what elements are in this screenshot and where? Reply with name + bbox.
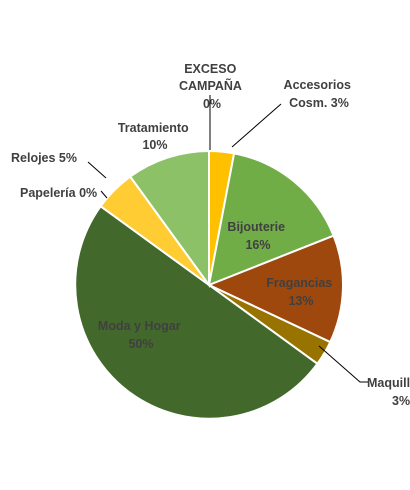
pie-slice-fragancias	[206, 234, 344, 344]
leader-relojes	[87, 161, 107, 179]
label-maquillaje: Maquill 3%	[367, 376, 410, 408]
pie-slice-moda-y-hogar	[74, 204, 319, 420]
label-relojes: Relojes 5%	[11, 151, 77, 165]
label-accesorios: Accesorios Cosm. 3%	[284, 78, 355, 110]
label-tratamiento: Tratamiento 10%	[118, 121, 192, 152]
pie-slice-tratamiento	[128, 149, 210, 289]
leader-maquillaje	[318, 345, 368, 383]
label-papeleria: Papelería 0%	[20, 186, 97, 200]
leader-lines	[87, 95, 368, 383]
pie-slice-bijouterie	[207, 152, 335, 287]
leader-papeleria	[100, 190, 108, 199]
label-exceso-campana: EXCESO CAMPAÑA 0%	[179, 62, 245, 111]
label-bijouterie: Bijouterie 16%	[227, 220, 288, 252]
pie-slices	[74, 149, 344, 420]
label-fragancias: Fragancias 13%	[266, 276, 336, 308]
leader-accesorios	[231, 103, 282, 148]
label-moda-hogar: Moda y Hogar 50%	[98, 319, 184, 351]
